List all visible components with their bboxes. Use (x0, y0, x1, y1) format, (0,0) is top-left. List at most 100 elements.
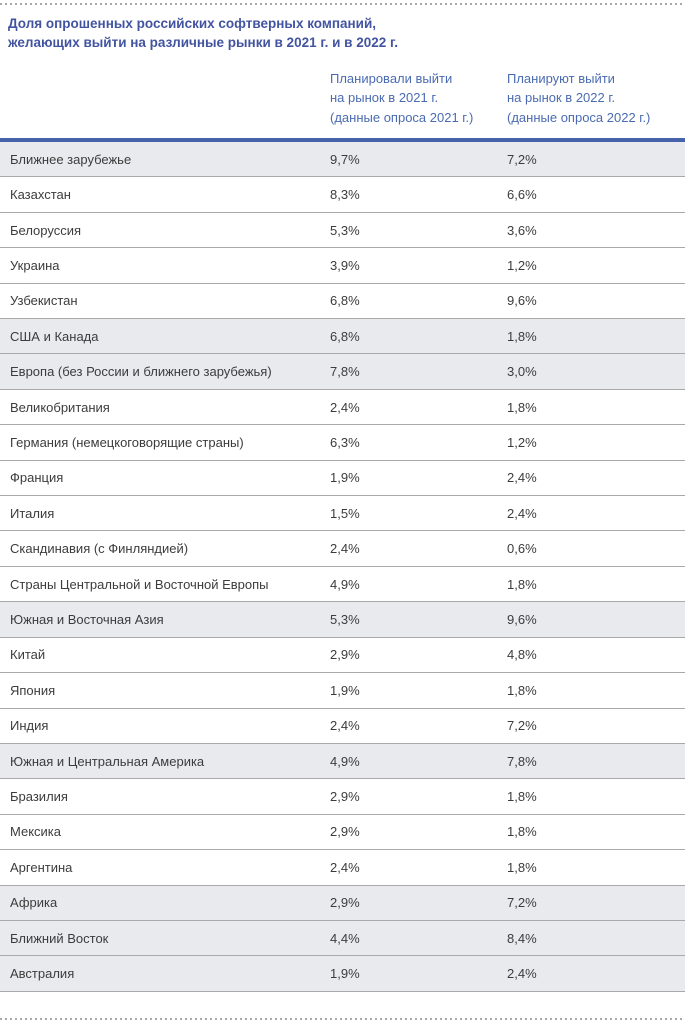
value-2021: 8,3% (330, 187, 360, 203)
value-2021: 6,8% (330, 293, 360, 309)
row-label: Европа (без России и ближнего зарубежья) (10, 364, 272, 380)
value-2022: 1,2% (507, 257, 537, 273)
value-2021: 2,9% (330, 647, 360, 663)
value-2021: 2,4% (330, 399, 360, 415)
value-2022: 1,8% (507, 682, 537, 698)
value-2021: 1,5% (330, 505, 360, 521)
table-row: Италия 1,5% 2,4% (0, 496, 685, 532)
row-label: Казахстан (10, 187, 71, 203)
value-2021: 2,9% (330, 895, 360, 911)
table-row: Страны Центральной и Восточной Европы 4,… (0, 566, 685, 603)
row-label: Южная и Восточная Азия (10, 611, 164, 627)
table-row: Мексика 2,9% 1,8% (0, 814, 685, 851)
table-row: Южная и Восточная Азия 5,3% 9,6% (0, 602, 685, 638)
table-row: Германия (немецкоговорящие страны) 6,3% … (0, 425, 685, 461)
value-2021: 4,9% (330, 753, 360, 769)
value-2021: 1,9% (330, 966, 360, 982)
value-2022: 8,4% (507, 930, 537, 946)
table-row: Китай 2,9% 4,8% (0, 637, 685, 674)
bottom-dotted-divider (0, 1018, 685, 1020)
value-2021: 4,4% (330, 930, 360, 946)
table-row: Южная и Центральная Америка 4,9% 7,8% (0, 743, 685, 780)
column-header-2021: Планировали выйти на рынок в 2021 г. (да… (330, 71, 474, 125)
row-label: США и Канада (10, 328, 99, 344)
row-label: Страны Центральной и Восточной Европы (10, 576, 269, 592)
table-row: Африка 2,9% 7,2% (0, 885, 685, 921)
value-2021: 7,8% (330, 364, 360, 380)
value-2022: 4,8% (507, 647, 537, 663)
top-dotted-divider (0, 3, 685, 5)
table-row: Скандинавия (с Финляндией) 2,4% 0,6% (0, 531, 685, 567)
value-2021: 5,3% (330, 611, 360, 627)
row-label: Франция (10, 470, 64, 486)
table-row: Бразилия 2,9% 1,8% (0, 779, 685, 815)
row-label: Африка (10, 895, 58, 911)
value-2022: 1,8% (507, 789, 537, 805)
value-2022: 1,2% (507, 434, 537, 450)
value-2022: 1,8% (507, 576, 537, 592)
value-2021: 2,4% (330, 541, 360, 557)
row-label: Мексика (10, 824, 62, 840)
table-row: Ближнее зарубежье 9,7% 7,2% (0, 142, 685, 178)
value-2022: 7,2% (507, 895, 537, 911)
value-2021: 3,9% (330, 257, 360, 273)
row-label: Австралия (10, 966, 75, 982)
value-2022: 1,8% (507, 824, 537, 840)
value-2022: 2,4% (507, 470, 537, 486)
value-2022: 2,4% (507, 966, 537, 982)
table-row: Великобритания 2,4% 1,8% (0, 389, 685, 426)
row-label: Аргентина (10, 859, 73, 875)
table-row: Индия 2,4% 7,2% (0, 708, 685, 744)
value-2022: 3,6% (507, 222, 537, 238)
row-label: Китай (10, 647, 46, 663)
table-row: Узбекистан 6,8% 9,6% (0, 283, 685, 320)
value-2022: 6,6% (507, 187, 537, 203)
value-2021: 5,3% (330, 222, 360, 238)
value-2022: 1,8% (507, 399, 537, 415)
table-row: Белоруссия 5,3% 3,6% (0, 212, 685, 249)
row-label: Германия (немецкоговорящие страны) (10, 434, 244, 450)
table-row: Аргентина 2,4% 1,8% (0, 850, 685, 886)
value-2022: 9,6% (507, 611, 537, 627)
value-2021: 2,4% (330, 859, 360, 875)
table-row: США и Канада 6,8% 1,8% (0, 319, 685, 355)
row-label: Великобритания (10, 399, 110, 415)
row-label: Индия (10, 718, 49, 734)
row-label: Украина (10, 257, 60, 273)
value-2022: 9,6% (507, 293, 537, 309)
value-2021: 1,9% (330, 682, 360, 698)
value-2022: 0,6% (507, 541, 537, 557)
row-label: Южная и Центральная Америка (10, 753, 205, 769)
value-2022: 7,8% (507, 753, 537, 769)
row-label: Япония (10, 682, 56, 698)
table-row: Европа (без России и ближнего зарубежья)… (0, 354, 685, 390)
table-row: Украина 3,9% 1,2% (0, 248, 685, 284)
value-2022: 1,8% (507, 859, 537, 875)
value-2021: 2,9% (330, 789, 360, 805)
table-title: Доля опрошенных российских софтверных ко… (8, 16, 399, 50)
value-2021: 2,9% (330, 824, 360, 840)
value-2021: 4,9% (330, 576, 360, 592)
value-2022: 3,0% (507, 364, 537, 380)
table-row: Ближний Восток 4,4% 8,4% (0, 920, 685, 957)
markets-table: Ближнее зарубежье 9,7% 7,2% Казахстан 8,… (0, 138, 685, 992)
value-2021: 1,9% (330, 470, 360, 486)
value-2021: 9,7% (330, 151, 360, 167)
table-row: Казахстан 8,3% 6,6% (0, 177, 685, 213)
row-label: Узбекистан (10, 293, 78, 309)
table-row: Япония 1,9% 1,8% (0, 673, 685, 709)
row-label: Италия (10, 505, 55, 521)
value-2021: 2,4% (330, 718, 360, 734)
value-2022: 2,4% (507, 505, 537, 521)
row-label: Ближнее зарубежье (10, 151, 132, 167)
row-label: Скандинавия (с Финляндией) (10, 541, 189, 557)
table-row: Франция 1,9% 2,4% (0, 460, 685, 497)
row-label: Бразилия (10, 789, 68, 805)
row-label: Ближний Восток (10, 930, 109, 946)
value-2022: 1,8% (507, 328, 537, 344)
row-label: Белоруссия (10, 222, 82, 238)
value-2021: 6,8% (330, 328, 360, 344)
table-row: Австралия 1,9% 2,4% (0, 956, 685, 992)
value-2022: 7,2% (507, 718, 537, 734)
